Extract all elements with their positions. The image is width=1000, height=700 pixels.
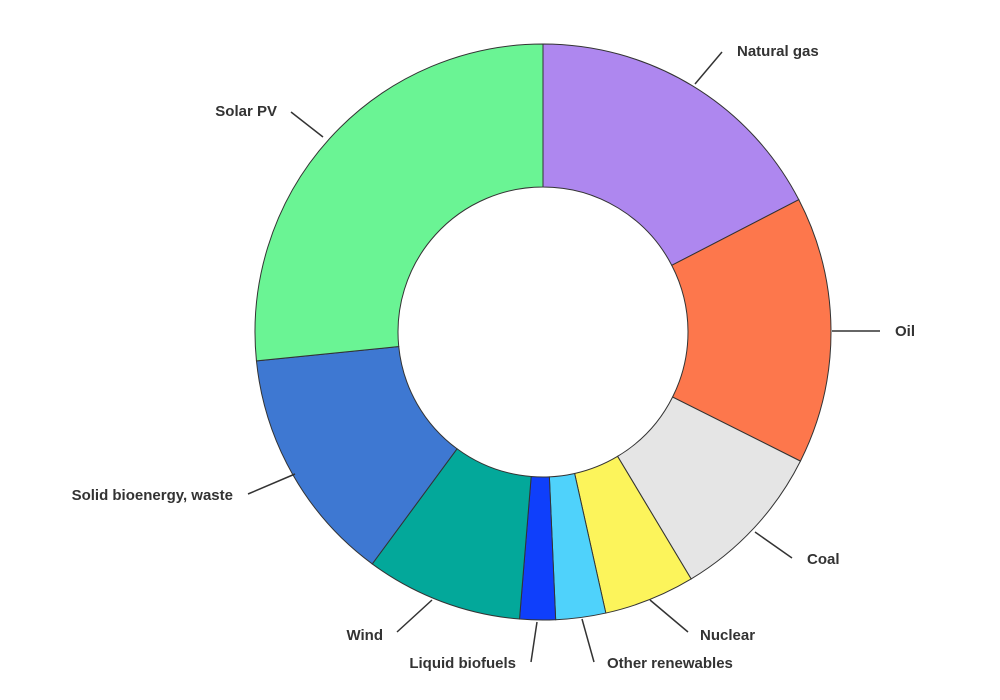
- slice-solar-pv: [254, 43, 544, 362]
- slice-natural-gas: [542, 43, 800, 267]
- slice-label-coal: Coal: [807, 551, 840, 568]
- slice-label-nuclear: Nuclear: [700, 627, 755, 644]
- leader-line-solar-pv: [290, 111, 324, 138]
- slice-label-oil: Oil: [895, 323, 915, 340]
- slice-oil: [671, 198, 832, 462]
- slice-label-liquid-biofuels: Liquid biofuels: [409, 655, 516, 672]
- slice-label-solid-bioenergy-waste: Solid bioenergy, waste: [72, 487, 233, 504]
- leader-line-solid-bioenergy-waste: [247, 473, 296, 495]
- leader-line-liquid-biofuels: [530, 621, 538, 663]
- leader-line-wind: [396, 599, 433, 633]
- leader-line-natural-gas: [694, 51, 723, 85]
- slice-solid-bioenergy-waste: [255, 346, 458, 565]
- slice-label-natural-gas: Natural gas: [737, 43, 819, 60]
- leader-line-nuclear: [649, 599, 689, 633]
- slice-label-wind: Wind: [346, 627, 383, 644]
- slice-label-solar-pv: Solar PV: [215, 103, 277, 120]
- leader-line-coal: [754, 531, 793, 559]
- slice-label-other-renewables: Other renewables: [607, 655, 733, 672]
- leader-line-other-renewables: [581, 618, 595, 663]
